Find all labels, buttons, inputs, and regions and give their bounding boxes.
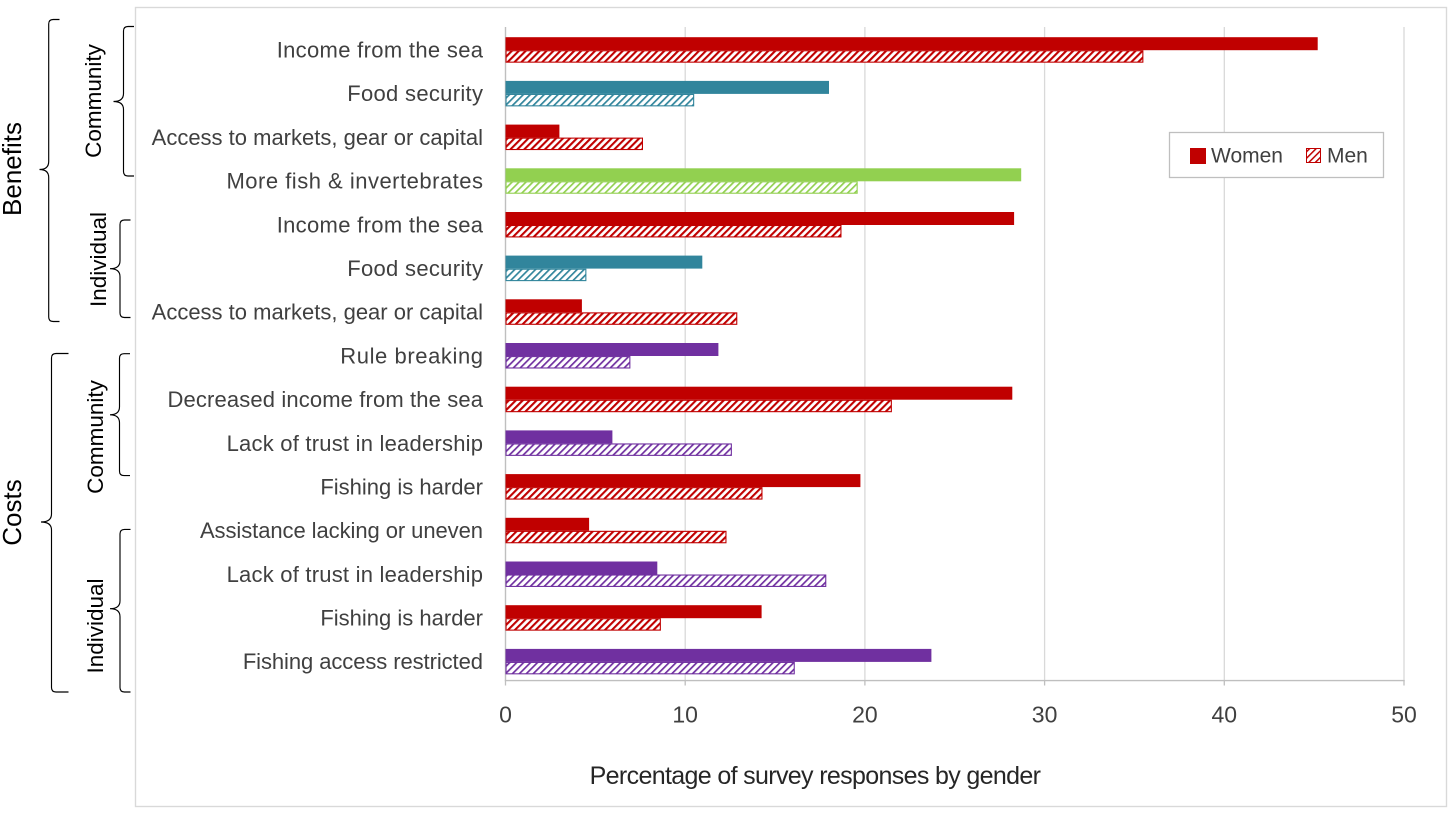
svg-text:Benefits: Benefits bbox=[0, 122, 27, 216]
svg-text:Access to markets, gear or cap: Access to markets, gear or capital bbox=[152, 300, 483, 325]
svg-text:Community: Community bbox=[83, 379, 108, 494]
svg-text:Fishing access restricted: Fishing access restricted bbox=[243, 649, 483, 674]
svg-text:Access to markets, gear or cap: Access to markets, gear or capital bbox=[152, 125, 483, 150]
svg-text:Men: Men bbox=[1327, 145, 1368, 168]
svg-text:Costs: Costs bbox=[0, 479, 27, 545]
svg-text:Decreased income from the sea: Decreased income from the sea bbox=[168, 387, 484, 412]
svg-text:Food security: Food security bbox=[347, 256, 483, 281]
svg-text:Rule breaking: Rule breaking bbox=[340, 343, 483, 368]
svg-text:Fishing is harder: Fishing is harder bbox=[320, 474, 483, 499]
svg-text:Income from the sea: Income from the sea bbox=[277, 212, 484, 237]
svg-text:Community: Community bbox=[81, 43, 106, 158]
svg-text:Individual: Individual bbox=[83, 578, 108, 673]
svg-text:Lack of trust in leadership: Lack of trust in leadership bbox=[227, 431, 484, 456]
svg-text:30: 30 bbox=[1032, 702, 1058, 728]
svg-text:Assistance lacking or uneven: Assistance lacking or uneven bbox=[200, 518, 483, 543]
svg-text:Individual: Individual bbox=[86, 212, 111, 307]
svg-text:Women: Women bbox=[1211, 145, 1283, 168]
svg-text:Food security: Food security bbox=[347, 81, 483, 106]
svg-text:Lack of trust in leadership: Lack of trust in leadership bbox=[227, 562, 484, 587]
svg-text:Percentage of survey responses: Percentage of survey responses by gender bbox=[590, 762, 1041, 790]
svg-text:0: 0 bbox=[499, 702, 512, 728]
svg-text:Income from the sea: Income from the sea bbox=[277, 38, 484, 63]
svg-text:10: 10 bbox=[672, 702, 698, 728]
svg-text:Fishing is harder: Fishing is harder bbox=[320, 606, 483, 631]
svg-text:More fish & invertebrates: More fish & invertebrates bbox=[226, 169, 483, 194]
svg-text:40: 40 bbox=[1212, 702, 1238, 728]
svg-text:20: 20 bbox=[852, 702, 878, 728]
svg-text:50: 50 bbox=[1391, 702, 1417, 728]
